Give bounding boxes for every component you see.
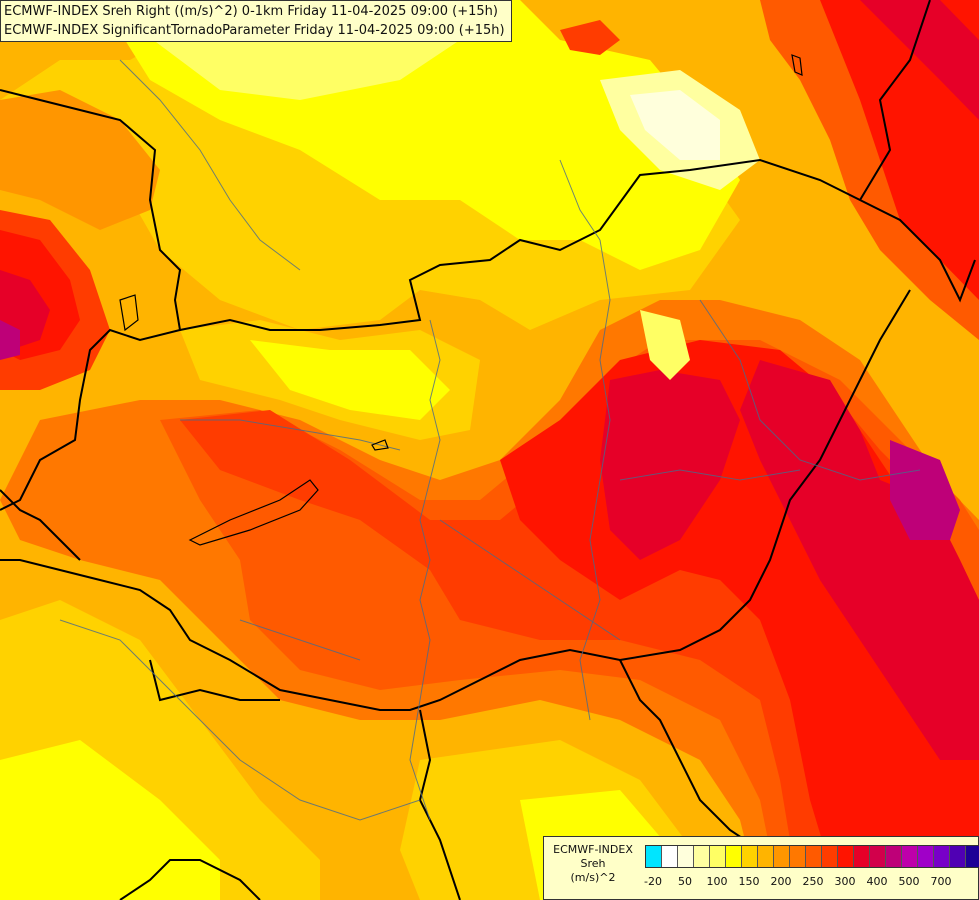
color-legend: ECMWF-INDEX Sreh (m/s)^2 -20 50 100 150 200 2…: [543, 836, 979, 900]
legend-swatch: [822, 846, 838, 867]
legend-swatch: [758, 846, 774, 867]
legend-tick-label: 300: [834, 875, 856, 888]
legend-swatch: [790, 846, 806, 867]
legend-swatch: [774, 846, 790, 867]
legend-swatch: [742, 846, 758, 867]
legend-swatch: [726, 846, 742, 867]
legend-tick-label: 400: [866, 875, 888, 888]
legend-swatch: [950, 846, 966, 867]
title-line-stp: ECMWF-INDEX SignificantTornadoParameter …: [4, 23, 505, 38]
legend-tick-label: 100: [706, 875, 728, 888]
legend-tick-label: 700: [930, 875, 952, 888]
legend-swatch: [710, 846, 726, 867]
legend-swatch: [662, 846, 678, 867]
legend-tick-label: 500: [898, 875, 920, 888]
legend-label: ECMWF-INDEX Sreh (m/s)^2: [544, 843, 642, 885]
legend-swatches: [645, 845, 979, 868]
legend-swatch: [934, 846, 950, 867]
legend-tick-label: 250: [802, 875, 824, 888]
lakes: [119, 54, 803, 546]
legend-swatch: [870, 846, 886, 867]
legend-tick-label: -20: [644, 875, 662, 888]
legend-swatch: [854, 846, 870, 867]
legend-tick-label: 200: [770, 875, 792, 888]
legend-variable: Sreh: [580, 857, 606, 870]
legend-ticks: -20 50 100 150 200 250 300 400 500 700: [644, 875, 975, 891]
legend-swatch: [966, 846, 979, 867]
legend-swatch: [918, 846, 934, 867]
legend-unit: (m/s)^2: [570, 871, 616, 884]
legend-swatch: [886, 846, 902, 867]
legend-swatch: [694, 846, 710, 867]
map-title-box: ECMWF-INDEX Sreh Right ((m/s)^2) 0-1km F…: [0, 0, 512, 42]
legend-tick-label: 150: [738, 875, 760, 888]
legend-model: ECMWF-INDEX: [553, 843, 633, 856]
title-line-sreh: ECMWF-INDEX Sreh Right ((m/s)^2) 0-1km F…: [4, 4, 498, 19]
legend-tick-label: 50: [678, 875, 692, 888]
legend-swatch: [646, 846, 662, 867]
legend-swatch: [902, 846, 918, 867]
rivers: [59, 59, 921, 821]
legend-swatch: [806, 846, 822, 867]
legend-swatch: [838, 846, 854, 867]
legend-swatch: [678, 846, 694, 867]
